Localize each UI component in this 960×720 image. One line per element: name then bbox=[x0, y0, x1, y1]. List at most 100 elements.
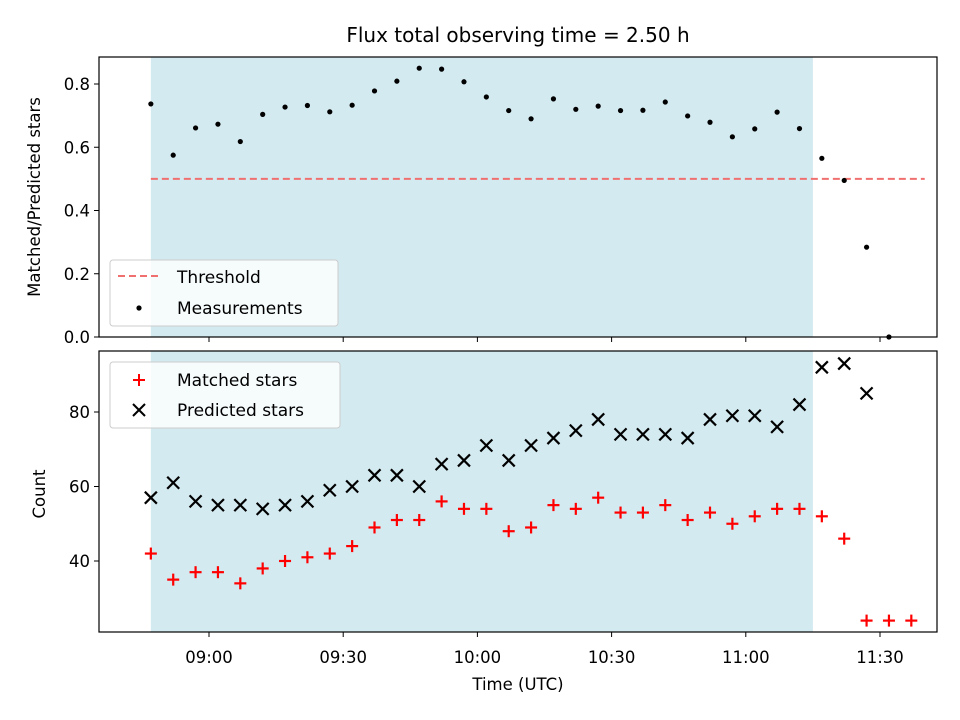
y-tick-label: 80 bbox=[69, 403, 90, 422]
predicted-star-point bbox=[613, 427, 628, 442]
matched-star-point bbox=[726, 517, 739, 530]
measurement-point bbox=[595, 103, 601, 109]
matched-star-point bbox=[457, 502, 470, 515]
measurement-point bbox=[461, 79, 467, 85]
matched-star-point bbox=[860, 614, 873, 627]
matched-star-point bbox=[838, 532, 851, 545]
measurement-point bbox=[863, 244, 870, 250]
matched-star-point bbox=[256, 562, 269, 575]
matched-star-points bbox=[144, 491, 918, 627]
measurement-point bbox=[841, 177, 847, 184]
x-tick-label: 09:30 bbox=[319, 648, 367, 667]
matched-star-point bbox=[547, 499, 560, 512]
x-axis-ticks-bottom: 09:00 09:30 10:00 10:30 11:00 11:30 bbox=[185, 632, 904, 667]
predicted-star-point bbox=[569, 423, 583, 438]
y-tick-label: 0.0 bbox=[64, 328, 90, 347]
x-axis-ticks-top bbox=[208, 337, 881, 342]
measurement-point bbox=[237, 138, 243, 145]
matched-star-point bbox=[167, 573, 180, 586]
matched-star-point bbox=[905, 614, 918, 627]
x-axis-label: Time (UTC) bbox=[471, 675, 563, 694]
measurement-point bbox=[819, 155, 825, 161]
legend-matched-swatch bbox=[133, 374, 145, 386]
matched-star-point bbox=[323, 547, 336, 560]
predicted-star-point bbox=[591, 412, 605, 427]
matched-star-point bbox=[681, 514, 694, 527]
y-tick-label: 0.8 bbox=[64, 75, 90, 94]
predicted-star-point bbox=[792, 397, 807, 412]
legend-measurements-label: Measurements bbox=[177, 299, 303, 319]
matched-star-point bbox=[346, 540, 359, 553]
measurement-point bbox=[573, 106, 579, 112]
predicted-star-point bbox=[479, 438, 494, 453]
axes-frame-top bbox=[98, 56, 938, 338]
matched-star-point bbox=[771, 502, 784, 515]
measurement-point bbox=[215, 121, 221, 127]
measurement-point bbox=[394, 78, 400, 84]
legend-threshold-label: Threshold bbox=[176, 268, 261, 288]
chart-title: Flux total observing time = 2.50 h bbox=[346, 23, 689, 47]
x-tick-label: 11:00 bbox=[722, 648, 770, 667]
legend-predicted-label: Predicted stars bbox=[177, 401, 304, 421]
predicted-star-point bbox=[859, 386, 874, 401]
predicted-star-point bbox=[501, 453, 516, 468]
x-tick-label: 09:00 bbox=[185, 648, 233, 667]
y-axis-label-top: Matched/Predicted stars bbox=[25, 97, 44, 297]
predicted-star-point bbox=[815, 360, 829, 375]
predicted-star-point bbox=[524, 438, 538, 453]
measurement-point bbox=[327, 109, 333, 115]
axes-frame-bottom bbox=[98, 350, 938, 633]
measurement-point bbox=[170, 152, 176, 158]
predicted-star-point bbox=[747, 408, 762, 423]
measurement-point bbox=[752, 126, 758, 132]
matched-star-point bbox=[659, 499, 672, 512]
matched-star-point bbox=[636, 506, 649, 519]
panel-ratio: 0.0 0.2 0.4 0.6 0.8 Flux total observing tim… bbox=[25, 23, 938, 347]
y-tick-label: 0.4 bbox=[64, 202, 90, 221]
y-axis-ticks-bottom: 40 60 80 bbox=[69, 403, 99, 571]
matched-star-point bbox=[569, 502, 582, 515]
matched-star-point bbox=[882, 614, 895, 627]
y-tick-label: 0.6 bbox=[64, 138, 90, 157]
predicted-star-point bbox=[680, 431, 695, 445]
predicted-star-point bbox=[658, 427, 673, 442]
measurement-point bbox=[304, 102, 311, 109]
y-tick-label: 60 bbox=[69, 478, 90, 497]
measurement-point bbox=[506, 107, 512, 114]
predicted-star-point bbox=[144, 490, 158, 505]
matched-star-point bbox=[144, 547, 157, 560]
matched-star-point bbox=[368, 521, 381, 534]
y-axis-ticks-top: 0.0 0.2 0.4 0.6 0.8 bbox=[64, 75, 99, 347]
predicted-star-point bbox=[367, 468, 382, 483]
matched-star-point bbox=[390, 514, 403, 527]
predicted-star-point bbox=[546, 431, 561, 445]
measurement-point bbox=[260, 111, 266, 117]
matched-star-point bbox=[748, 510, 761, 523]
matched-star-point bbox=[301, 551, 314, 564]
measurement-point bbox=[662, 99, 668, 105]
x-tick-label: 10:30 bbox=[588, 648, 636, 667]
measurement-point bbox=[371, 88, 378, 94]
matched-star-point bbox=[279, 555, 292, 567]
matched-star-point bbox=[793, 502, 806, 515]
measurement-point bbox=[349, 102, 355, 108]
predicted-star-point bbox=[412, 479, 427, 494]
predicted-star-point bbox=[166, 475, 180, 490]
predicted-star-point bbox=[345, 479, 359, 494]
predicted-star-point bbox=[255, 502, 270, 516]
measurement-point bbox=[148, 101, 154, 107]
matched-star-point bbox=[189, 566, 202, 579]
measurement-point bbox=[483, 94, 489, 100]
predicted-star-point bbox=[278, 498, 292, 512]
predicted-star-point bbox=[636, 427, 650, 442]
legend-predicted-swatch bbox=[132, 403, 146, 417]
measurement-point bbox=[685, 113, 691, 119]
predicted-star-point bbox=[390, 468, 404, 483]
legend-top: Threshold Measurements bbox=[109, 259, 339, 327]
matched-star-point bbox=[592, 491, 605, 504]
measurement-points bbox=[148, 65, 892, 340]
y-axis-label-bottom: Count bbox=[30, 469, 49, 519]
predicted-star-point bbox=[300, 494, 315, 509]
matched-star-point bbox=[525, 521, 538, 534]
